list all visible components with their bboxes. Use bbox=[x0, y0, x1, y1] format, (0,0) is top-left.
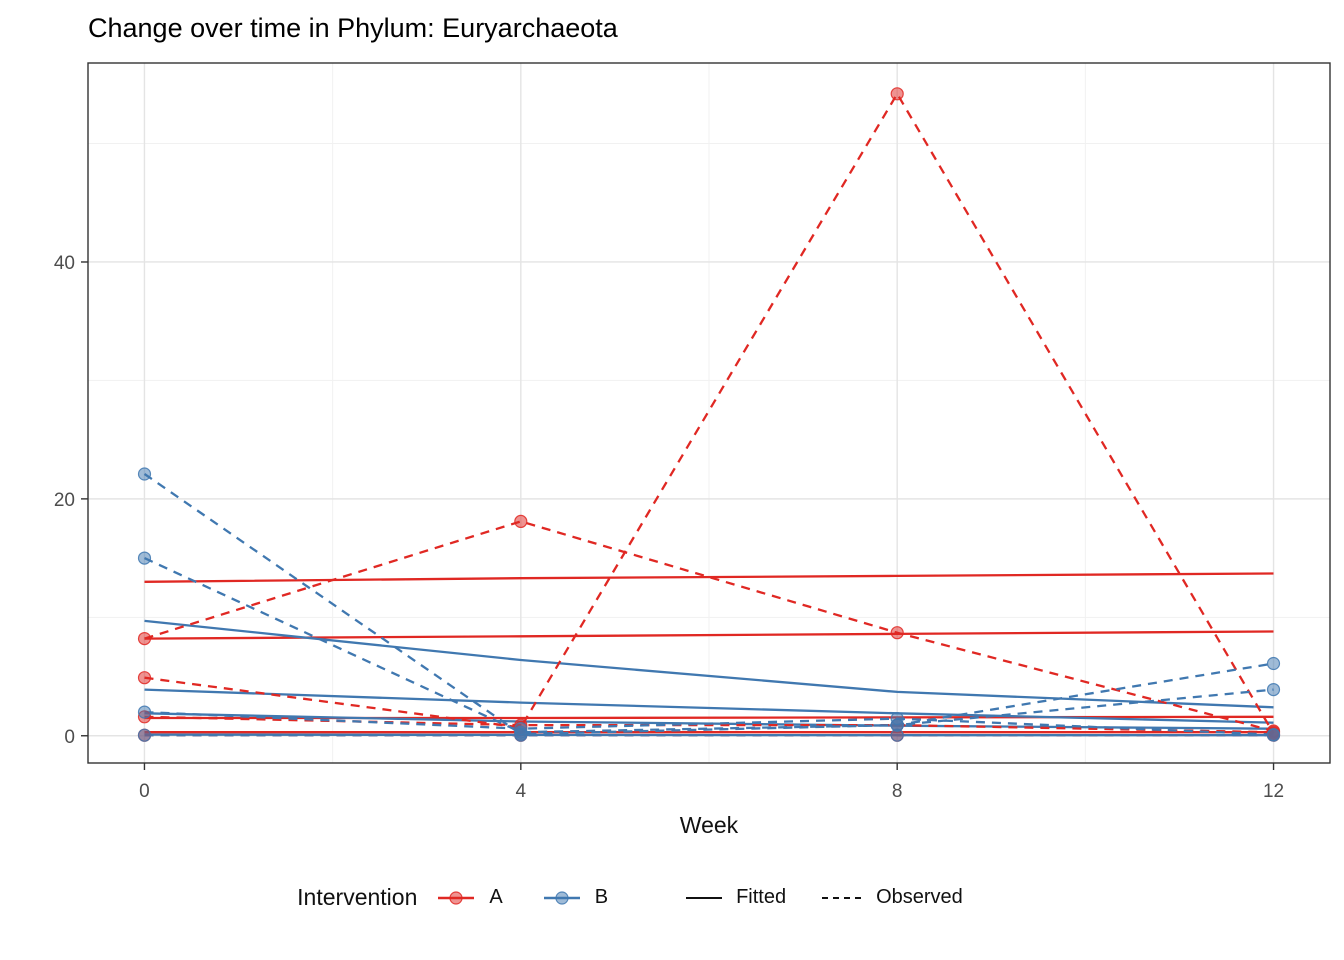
legend-key-fitted bbox=[686, 896, 723, 899]
observed-point-B-4-w12 bbox=[1266, 728, 1281, 742]
y-tick-label-0: 0 bbox=[64, 727, 75, 748]
observed-point-A-1-w0 bbox=[137, 631, 152, 646]
observed-point-B-3-w8 bbox=[890, 711, 904, 726]
observed-point-B-4-w8 bbox=[890, 728, 904, 742]
observed-point-A-1-w8 bbox=[890, 626, 904, 640]
legend-label-b: B bbox=[594, 886, 609, 908]
observed-point-A-2-w0 bbox=[137, 671, 152, 685]
observed-point-B-1-w0 bbox=[137, 467, 152, 481]
observed-point-B-4-w4 bbox=[514, 728, 528, 742]
legend-key-B bbox=[543, 890, 580, 905]
y-tick-label-20: 20 bbox=[54, 490, 75, 511]
panel-border bbox=[87, 62, 1331, 764]
chart-title: Change over time in Phylum: Euryarchaeot… bbox=[88, 13, 618, 43]
legend-title: Intervention bbox=[297, 884, 418, 910]
x-tick-label-0: 0 bbox=[139, 781, 150, 802]
observed-point-A-2-w8 bbox=[890, 87, 904, 101]
observed-line-A-3 bbox=[144, 715, 1274, 734]
x-tick-label-8: 8 bbox=[892, 781, 903, 802]
legend-label-observed: Observed bbox=[876, 886, 963, 908]
legend-label-fitted: Fitted bbox=[736, 886, 787, 908]
observed-point-B-2-w12 bbox=[1266, 682, 1281, 697]
fitted-line-B-2 bbox=[144, 688, 1274, 724]
observed-line-B-3 bbox=[144, 710, 1274, 736]
legend-key-A bbox=[438, 890, 475, 905]
legend: Intervention A B Fitted Observed bbox=[0, 884, 1260, 911]
legend-label-a: A bbox=[489, 886, 503, 908]
observed-point-B-1-w12 bbox=[1266, 656, 1281, 671]
observed-point-B-2-w0 bbox=[137, 551, 152, 565]
x-tick-label-4: 4 bbox=[516, 781, 527, 802]
fitted-line-A-2 bbox=[144, 630, 1274, 640]
observed-point-A-1-w4 bbox=[514, 514, 528, 529]
observed-point-B-3-w0 bbox=[137, 705, 152, 719]
fitted-line-B-1 bbox=[144, 619, 1274, 709]
legend-key-observed bbox=[822, 896, 863, 899]
observed-point-B-4-w0 bbox=[137, 728, 152, 742]
x-tick-label-12: 12 bbox=[1263, 781, 1284, 802]
observed-line-B-1 bbox=[143, 473, 1274, 736]
x-axis-title: Week bbox=[680, 812, 739, 838]
observed-line-A-1 bbox=[144, 520, 1274, 733]
y-tick-label-40: 40 bbox=[54, 253, 75, 274]
plot-panel: 0 4 8 12 0 20 40 Week bbox=[54, 62, 1331, 838]
observed-line-B-2 bbox=[144, 557, 1274, 734]
